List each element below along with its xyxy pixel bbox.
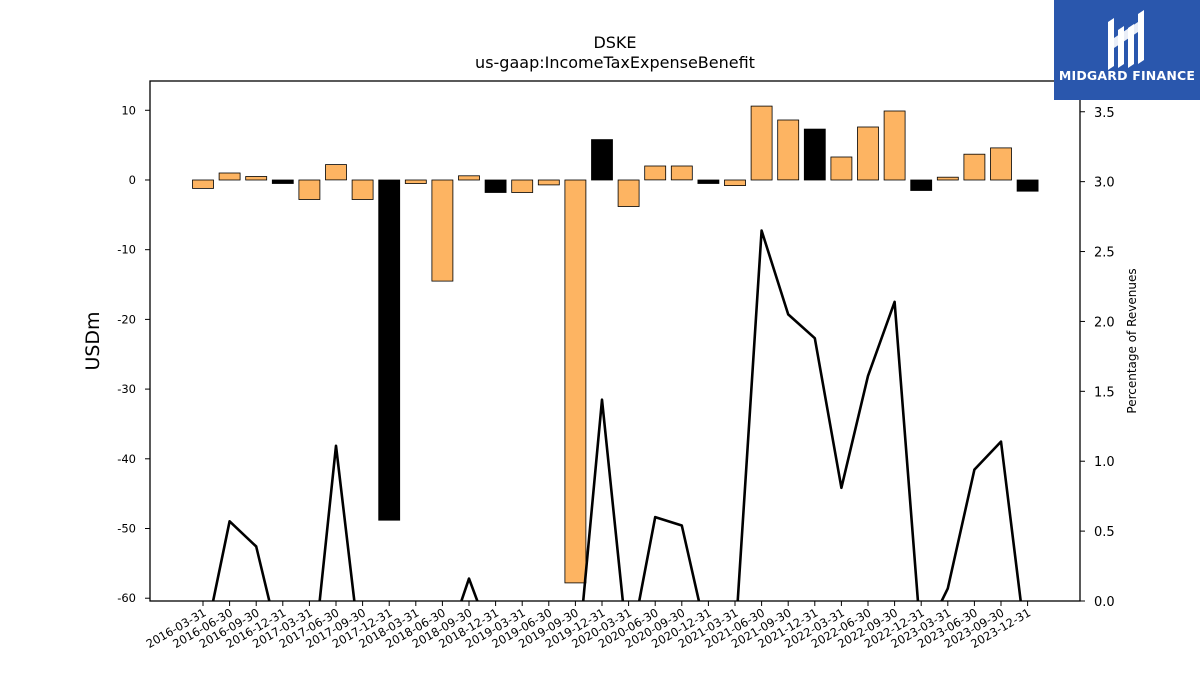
bar-2023-06-30 [963,153,986,181]
y2-tick-label: 3.0 [1094,176,1115,191]
bar-2022-09-30 [883,110,906,181]
bar-2016-09-30 [245,176,268,181]
bar-2017-03-31 [298,179,321,200]
y-axis-label: USDm [82,311,104,370]
y-tick-label: -40 [117,452,136,466]
bar-2023-03-31 [936,176,959,181]
brand-name: MIDGARD FINANCE [1058,68,1196,83]
y-tick-label: 10 [121,103,136,117]
bar-2017-09-30 [351,179,374,200]
y-tick-label: -30 [117,382,136,396]
y2-tick-label: 0.0 [1094,595,1115,610]
y2-tick-label: 2.0 [1094,315,1115,330]
bar-2020-06-30 [644,165,667,181]
bar-2018-09-30 [458,175,480,181]
bar-2016-12-31 [271,179,294,184]
brand-logo: MIDGARD FINANCE [1054,0,1200,100]
line-series [211,229,1023,601]
bar-2018-03-31 [404,179,427,184]
y2-tick-label: 2.5 [1094,246,1115,261]
y-tick-label: -60 [117,591,136,605]
y-tick-label: -10 [117,243,136,257]
chart-title: DSKE [593,33,636,52]
y-tick-label: -20 [117,312,136,326]
bar-2017-12-31 [378,179,401,521]
bar-2021-12-31 [803,128,826,181]
bar-2019-09-30 [564,179,587,584]
bar-2021-09-30 [777,119,800,181]
bar-2016-03-31 [192,179,214,189]
bar-2018-06-30 [431,179,454,282]
chart-subtitle: us-gaap:IncomeTaxExpenseBenefit [475,53,755,72]
bar-2022-12-31 [910,179,933,191]
y2-tick-label: 1.0 [1094,455,1115,470]
bar-2021-06-30 [750,105,773,181]
y-tick-label: 0 [129,173,136,187]
bar-2023-12-31 [1016,179,1039,192]
bar-2020-03-31 [617,179,640,207]
y2-axis-label: Percentage of Revenues [1125,268,1139,413]
y2-tick-label: 1.5 [1094,385,1115,400]
bar-2016-06-30 [218,172,241,181]
bar-2022-03-31 [830,156,853,181]
bar-2019-06-30 [537,179,560,186]
bar-2019-12-31 [591,139,613,181]
plot-frame [149,80,1081,602]
bar-2021-03-31 [724,179,746,186]
bar-2020-09-30 [670,165,693,181]
y2-tick-label: 3.5 [1094,106,1115,121]
bar-2017-06-30 [325,164,347,181]
bar-2020-12-31 [697,179,720,184]
bar-2023-09-30 [990,147,1012,181]
bar-2022-06-30 [857,126,879,181]
bar-2019-03-31 [511,179,534,193]
midgard-logo-icon [1108,10,1144,70]
y-tick-label: -50 [117,522,136,536]
revenue-percentage-line [211,229,1023,601]
y2-tick-label: 0.5 [1094,525,1115,540]
bar-2018-12-31 [484,179,507,193]
bar-series [192,105,1039,584]
